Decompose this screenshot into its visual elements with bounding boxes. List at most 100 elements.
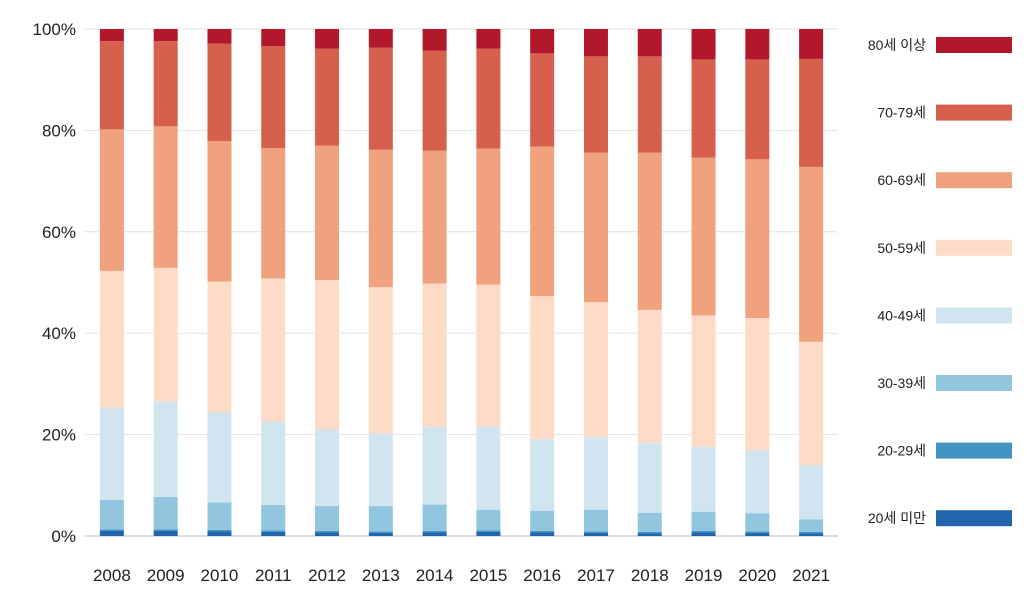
bar-segment (422, 426, 447, 505)
bar-segment (691, 59, 716, 158)
bar-segment (261, 505, 286, 531)
x-tick-label: 2009 (147, 566, 185, 585)
bar-segment (583, 152, 608, 303)
x-tick-label: 2017 (577, 566, 615, 585)
x-tick-label: 2016 (523, 566, 561, 585)
bar-segment (637, 442, 662, 513)
bar-segment (422, 504, 447, 531)
bar-segment (583, 437, 608, 510)
bar-segment (99, 29, 124, 42)
legend-swatch (936, 307, 1012, 324)
bar-segment (153, 29, 178, 42)
bar-segment (99, 41, 124, 130)
bar-segment (153, 267, 178, 402)
legend-swatch (936, 37, 1012, 53)
bar-segment (530, 146, 555, 297)
bar-segment (583, 532, 608, 536)
bar-segment (315, 48, 340, 146)
bar-segment (799, 519, 824, 532)
bar-segment (530, 296, 555, 440)
y-tick-label: 60% (42, 223, 76, 242)
legend-swatch (936, 375, 1012, 391)
bar-segment (315, 29, 340, 49)
x-tick-label: 2010 (201, 566, 239, 585)
bar-segment (476, 29, 501, 49)
legend: 80세 이상 70-79세 60-69세 50-59세 40-49세 30-39세 20-2… (868, 37, 1012, 527)
bar-segment (315, 429, 340, 507)
x-tick-label: 2015 (469, 566, 507, 585)
bar-segment (261, 148, 286, 279)
bar-segment (745, 531, 770, 533)
bar-segment (261, 29, 286, 47)
bar-segment (422, 150, 447, 284)
bar-segment (530, 510, 555, 531)
bar-segment (207, 29, 232, 44)
legend-label: 50-59세 (877, 240, 926, 256)
legend-swatch (936, 442, 1012, 459)
y-axis: 0% 20% 40% 60% 80% 100% (33, 20, 76, 546)
bar-segment (99, 270, 124, 408)
legend-label: 40-49세 (877, 307, 926, 323)
bar-segment (315, 279, 340, 430)
legend-swatch (936, 510, 1012, 527)
bar-segment (261, 530, 286, 532)
bar-segment (476, 509, 501, 531)
bar-segment (261, 46, 286, 149)
bar-segment (745, 159, 770, 318)
bar-segment (799, 166, 824, 342)
bar-segment (261, 421, 286, 506)
bar-segment (637, 56, 662, 153)
bar-segment (583, 29, 608, 57)
bar-segment (745, 450, 770, 514)
bar-segment (476, 48, 501, 149)
bar-segment (207, 281, 232, 413)
y-tick-label: 100% (33, 20, 76, 39)
bar-segment (530, 53, 555, 147)
legend-swatch (936, 172, 1012, 189)
legend-label: 20세 미만 (868, 510, 926, 526)
bar-segment (422, 283, 447, 427)
bar-segment (153, 496, 178, 530)
x-tick-label: 2021 (792, 566, 830, 585)
bar-segment (153, 126, 178, 268)
bar-segment (99, 129, 124, 271)
bar-segment (422, 532, 447, 536)
bar-segment (476, 530, 501, 532)
x-tick-label: 2020 (738, 566, 776, 585)
x-tick-label: 2008 (93, 566, 131, 585)
x-tick-label: 2012 (308, 566, 346, 585)
legend-label: 70-79세 (877, 105, 926, 121)
bar-segment (530, 439, 555, 511)
bar-segment (368, 47, 393, 150)
bar-segment (691, 29, 716, 60)
bar-segment (153, 401, 178, 497)
x-tick-label: 2018 (631, 566, 669, 585)
y-tick-label: 20% (42, 426, 76, 445)
x-tick-label: 2013 (362, 566, 400, 585)
bar-segment (691, 315, 716, 447)
bar-segment (799, 341, 824, 466)
x-axis: 2008 2009 2010 2011 2012 2013 2014 2015 2016 2017… (93, 566, 830, 585)
bar-segment (207, 502, 232, 530)
x-tick-label: 2014 (416, 566, 454, 585)
legend-label: 60-69세 (877, 172, 926, 188)
bar-segment (799, 58, 824, 167)
y-tick-label: 80% (42, 121, 76, 140)
bar-segment (799, 29, 824, 59)
x-tick-label: 2011 (255, 566, 292, 585)
bar-segment (799, 531, 824, 534)
bar-segment (99, 529, 124, 531)
gridlines (85, 28, 838, 537)
bar-segment (637, 309, 662, 443)
bar-segment (207, 529, 232, 532)
bar-segment (745, 532, 770, 536)
bar-segment (261, 531, 286, 536)
bar-segment (637, 152, 662, 310)
bar-segment (368, 532, 393, 536)
bar-segment (99, 407, 124, 501)
bar-segment (153, 529, 178, 531)
bar-segment (99, 530, 124, 536)
bar-segment (691, 157, 716, 316)
bar-segment (583, 531, 608, 533)
